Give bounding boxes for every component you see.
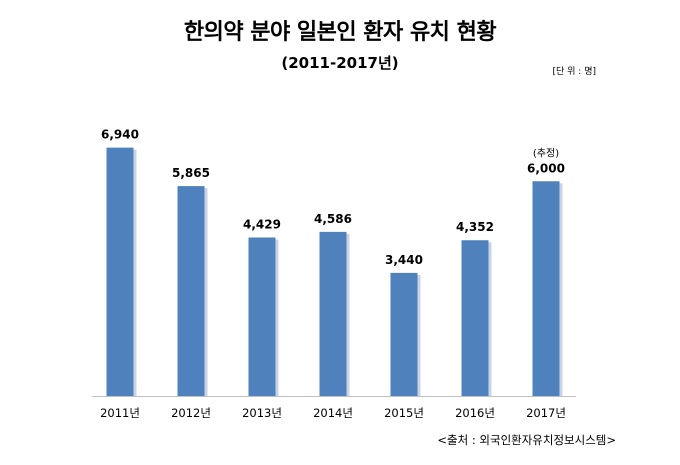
bar: [532, 181, 560, 396]
chart-subtitle: (2011-2017년): [281, 54, 399, 72]
data-label: 5,865: [172, 166, 210, 180]
x-tick-label: 2017년: [526, 406, 566, 420]
bar: [319, 231, 347, 396]
data-label: 4,586: [314, 212, 352, 226]
data-label: 6,000: [527, 161, 565, 175]
bar: [390, 272, 418, 396]
data-label: 4,429: [243, 217, 281, 231]
chart-title: 한의약 분야 일본인 환자 유치 현황: [183, 20, 497, 45]
bar: [248, 237, 276, 396]
bar: [106, 147, 134, 396]
data-label: 3,440: [385, 253, 423, 267]
bar: [461, 240, 489, 396]
data-label: 4,352: [456, 220, 494, 234]
x-tick-label: 2015년: [384, 406, 424, 420]
x-tick-label: 2016년: [455, 406, 495, 420]
annotation-label: (추정): [533, 147, 559, 159]
data-label: 6,940: [101, 128, 139, 142]
unit-label: [단 위 : 명]: [552, 67, 596, 77]
bar: [177, 186, 205, 396]
x-tick-label: 2011년: [100, 406, 140, 420]
x-tick-label: 2012년: [171, 406, 211, 420]
x-tick-label: 2013년: [242, 406, 282, 420]
source-note: <출처 : 외국인환자유치정보시스템>: [437, 433, 616, 447]
x-tick-label: 2014년: [313, 406, 353, 420]
